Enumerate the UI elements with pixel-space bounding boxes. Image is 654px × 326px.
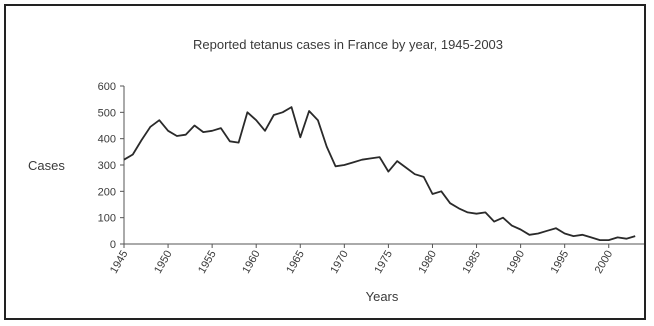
y-tick-label: 600 (98, 81, 116, 93)
y-tick-label: 500 (98, 107, 116, 119)
y-tick-label: 300 (98, 160, 116, 172)
x-tick-label: 2000 (593, 249, 616, 276)
x-tick-label: 1975 (372, 249, 395, 276)
x-tick-label: 1960 (240, 249, 263, 276)
x-axis-label: Years (366, 289, 399, 304)
y-tick-label: 0 (110, 239, 116, 251)
x-ticks: 1945 1950 1955 1960 1965 1970 1975 1980 1985 1990… (108, 244, 615, 276)
x-tick-label: 1990 (505, 249, 528, 276)
y-tick-label: 200 (98, 186, 116, 198)
y-tick-label: 100 (98, 213, 116, 225)
x-tick-label: 1995 (549, 249, 572, 276)
x-tick-label: 1985 (461, 249, 484, 276)
x-tick-label: 1965 (284, 249, 307, 276)
x-tick-label: 1950 (152, 249, 175, 276)
x-tick-label: 1970 (328, 249, 351, 276)
x-tick-label: 1955 (196, 249, 219, 276)
series-line (123, 106, 636, 241)
x-tick-label: 1980 (416, 249, 439, 276)
y-axis-label: Cases (28, 158, 65, 173)
y-ticks: 0 100 200 300 400 500 600 (98, 81, 124, 251)
chart-frame (4, 4, 646, 320)
chart-title: Reported tetanus cases in France by year… (193, 37, 503, 52)
y-tick-label: 400 (98, 134, 116, 146)
x-tick-label: 1945 (108, 249, 131, 276)
